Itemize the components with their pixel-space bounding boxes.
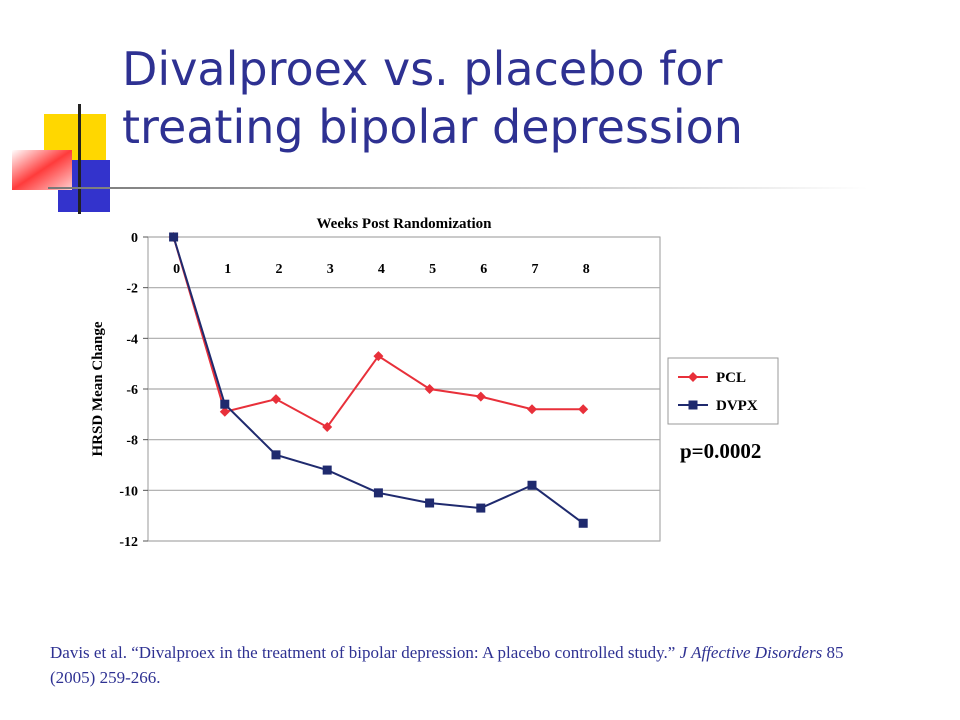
x-tick-label: 1: [224, 262, 231, 277]
title-line: treating bipolar depression: [122, 100, 743, 154]
y-tick-label: -2: [126, 282, 138, 297]
legend: [667, 357, 779, 425]
deco-square: [12, 150, 72, 190]
data-point: [220, 399, 230, 409]
x-axis-title: Weeks Post Randomization: [316, 216, 492, 232]
data-point: [527, 480, 537, 490]
legend-label: PCL: [716, 370, 746, 386]
y-tick-label: -4: [126, 332, 138, 347]
slide-title: Divalproex vs. placebo for treating bipo…: [122, 40, 743, 156]
x-tick-label: 2: [276, 262, 283, 277]
data-point: [476, 503, 486, 513]
data-point: [578, 404, 589, 415]
x-tick-label: 3: [327, 262, 334, 277]
y-tick-label: -12: [119, 535, 138, 550]
y-axis-title: HRSD Mean Change: [90, 321, 106, 456]
title-line: Divalproex vs. placebo for: [122, 42, 723, 96]
data-point: [322, 422, 333, 432]
citation: Davis et al. “Divalproex in the treatmen…: [50, 640, 870, 690]
data-point: [527, 404, 537, 415]
data-point: [169, 232, 179, 242]
y-tick-label: -10: [119, 484, 138, 499]
y-tick-label: -8: [126, 434, 138, 449]
data-point: [425, 498, 435, 508]
data-point: [219, 406, 230, 417]
x-tick-label: 8: [583, 262, 590, 277]
citation-journal: J Affective Disorders: [679, 643, 823, 662]
data-point: [373, 351, 384, 362]
data-point: [373, 488, 383, 498]
x-tick-label: 6: [480, 262, 487, 277]
x-tick-label: 7: [532, 262, 539, 277]
x-tick-label: 0: [173, 262, 180, 277]
annotation: p=0.0002: [680, 439, 761, 463]
data-point: [424, 384, 435, 394]
x-tick-label: 5: [429, 262, 436, 277]
data-point: [271, 450, 281, 460]
data-point: [271, 394, 281, 405]
data-point: [322, 465, 332, 475]
citation-text: 85 (2005) 259-266.: [50, 643, 844, 687]
y-tick-label: -6: [126, 383, 138, 398]
legend-label: DVPX: [716, 398, 758, 414]
x-tick-label: 4: [378, 262, 385, 277]
legend-marker: [688, 372, 698, 382]
citation-text: Davis et al. “Divalproex in the treatmen…: [50, 643, 680, 662]
legend-marker: [688, 400, 698, 410]
y-tick-label: 0: [131, 231, 138, 246]
data-point: [475, 391, 486, 402]
deco-line: [48, 187, 868, 189]
deco-line: [78, 104, 81, 214]
data-point: [578, 518, 588, 528]
